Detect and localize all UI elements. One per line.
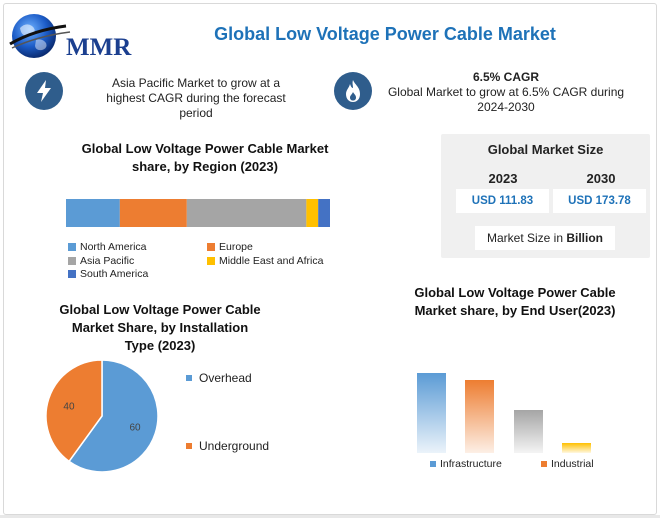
chart-title-line: Market Share, by Installation	[71, 320, 249, 335]
legend-label: Asia Pacific	[80, 255, 135, 267]
end-user-bar-segment-4	[562, 443, 591, 453]
legend-label: Industrial	[551, 458, 594, 470]
pie-slice-underground	[45, 359, 103, 463]
flame-icon	[334, 72, 372, 110]
installation-chart-title: Global Low Voltage Power Cable Market Sh…	[40, 301, 280, 355]
legend-item-industrial: Industrial	[541, 458, 594, 470]
highlight-text-line: Global Market to grow at 6.5% CAGR durin…	[387, 85, 625, 99]
year-2023-label: 2023	[488, 171, 518, 186]
chart-title-line: Global Low Voltage Power Cable	[414, 285, 616, 300]
highlight-text-line: Asia Pacific Market to grow at a	[111, 76, 281, 90]
legend-swatch	[541, 461, 547, 467]
market-size-2030-value: USD 173.78	[553, 189, 646, 213]
region-chart-title: Global Low Voltage Power Cable Market sh…	[60, 140, 350, 176]
legend-item-middle-east-and-africa: Middle East and Africa	[207, 255, 323, 267]
asia-pacific-highlight: Asia Pacific Market to grow at a highest…	[98, 76, 294, 121]
highlight-text-line: period	[179, 106, 213, 120]
pie-slice-overhead	[68, 359, 159, 473]
mmr-logo: MMR	[6, 10, 136, 62]
legend-item-infrastructure: Infrastructure	[430, 458, 502, 470]
region-bar-segment-middle-east-and-africa	[306, 199, 319, 227]
market-size-title: Global Market Size	[487, 142, 604, 157]
legend-item-underground: Underground	[186, 439, 269, 453]
legend-item-north-america: North America	[68, 241, 147, 253]
legend-item-europe: Europe	[207, 241, 253, 253]
highlight-text-line: highest CAGR during the forecast	[106, 91, 286, 105]
legend-label: South America	[80, 268, 149, 280]
legend-swatch	[186, 443, 192, 449]
page-frame	[3, 3, 657, 515]
logo-text: MMR	[66, 34, 132, 61]
legend-swatch	[430, 461, 436, 467]
end-user-bar-segment-3	[514, 410, 543, 453]
legend-label: Infrastructure	[440, 458, 502, 470]
page-title: Global Low Voltage Power Cable Market	[214, 24, 556, 44]
region-bar-segment-asia-pacific	[186, 199, 307, 227]
end-user-bar-industrial	[465, 380, 494, 453]
legend-item-asia-pacific: Asia Pacific	[68, 255, 134, 267]
unit-bold: Billion	[566, 231, 604, 245]
end-user-bar-infrastructure	[417, 373, 446, 453]
region-bar-segment-north-america	[66, 199, 120, 227]
legend-swatch	[68, 270, 76, 278]
chart-title-line: Global Low Voltage Power Cable	[59, 302, 261, 317]
chart-title-line: Type (2023)	[124, 338, 196, 353]
legend-swatch	[186, 375, 192, 381]
market-size-unit: Market Size in Billion	[475, 226, 615, 250]
cagr-headline: 6.5% CAGR	[472, 70, 540, 84]
legend-swatch	[207, 243, 215, 251]
region-bar-segment-south-america	[318, 199, 330, 227]
region-bar-segment-europe	[119, 199, 187, 227]
chart-title-line: Global Low Voltage Power Cable Market	[81, 141, 329, 156]
end-user-chart-title: Global Low Voltage Power Cable Market sh…	[380, 284, 650, 320]
pie-data-label: 60	[129, 423, 141, 434]
bottom-divider	[0, 515, 660, 518]
legend-label: Middle East and Africa	[219, 255, 324, 267]
market-size-2023-value: USD 111.83	[456, 189, 549, 213]
lightning-icon	[25, 72, 63, 110]
legend-label: Europe	[219, 241, 253, 253]
legend-swatch	[207, 257, 215, 265]
legend-swatch	[68, 243, 76, 251]
legend-swatch	[68, 257, 76, 265]
legend-label: North America	[80, 241, 147, 253]
legend-label: Overhead	[199, 371, 252, 385]
market-size-panel: Global Market Size 2023 2030 USD 111.83 …	[441, 134, 650, 258]
pie-data-label: 40	[63, 401, 75, 412]
chart-title-line: share, by Region (2023)	[132, 159, 278, 174]
legend-item-south-america: South America	[68, 268, 148, 280]
year-2030-label: 2030	[586, 171, 616, 186]
unit-prefix: Market Size in	[486, 231, 567, 245]
highlight-text-line: 2024-2030	[477, 100, 535, 114]
legend-item-overhead: Overhead	[186, 371, 252, 385]
globe-icon	[9, 14, 71, 58]
chart-title-line: Market share, by End User(2023)	[414, 303, 616, 318]
legend-label: Underground	[199, 439, 270, 453]
cagr-highlight: 6.5% CAGR Global Market to grow at 6.5% …	[384, 70, 628, 115]
